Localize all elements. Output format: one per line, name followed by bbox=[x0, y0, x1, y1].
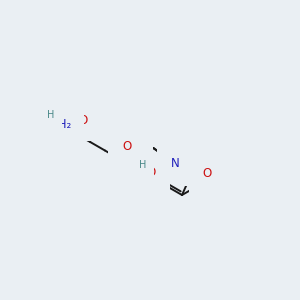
Text: NH₂: NH₂ bbox=[50, 118, 72, 131]
Text: N: N bbox=[130, 161, 139, 174]
Text: N: N bbox=[195, 158, 204, 172]
Text: O: O bbox=[122, 140, 132, 152]
Text: H: H bbox=[47, 110, 54, 120]
Text: O: O bbox=[203, 167, 212, 180]
Text: N: N bbox=[171, 157, 180, 170]
Text: O: O bbox=[146, 167, 155, 179]
Text: H: H bbox=[139, 160, 146, 170]
Text: O: O bbox=[78, 114, 88, 127]
